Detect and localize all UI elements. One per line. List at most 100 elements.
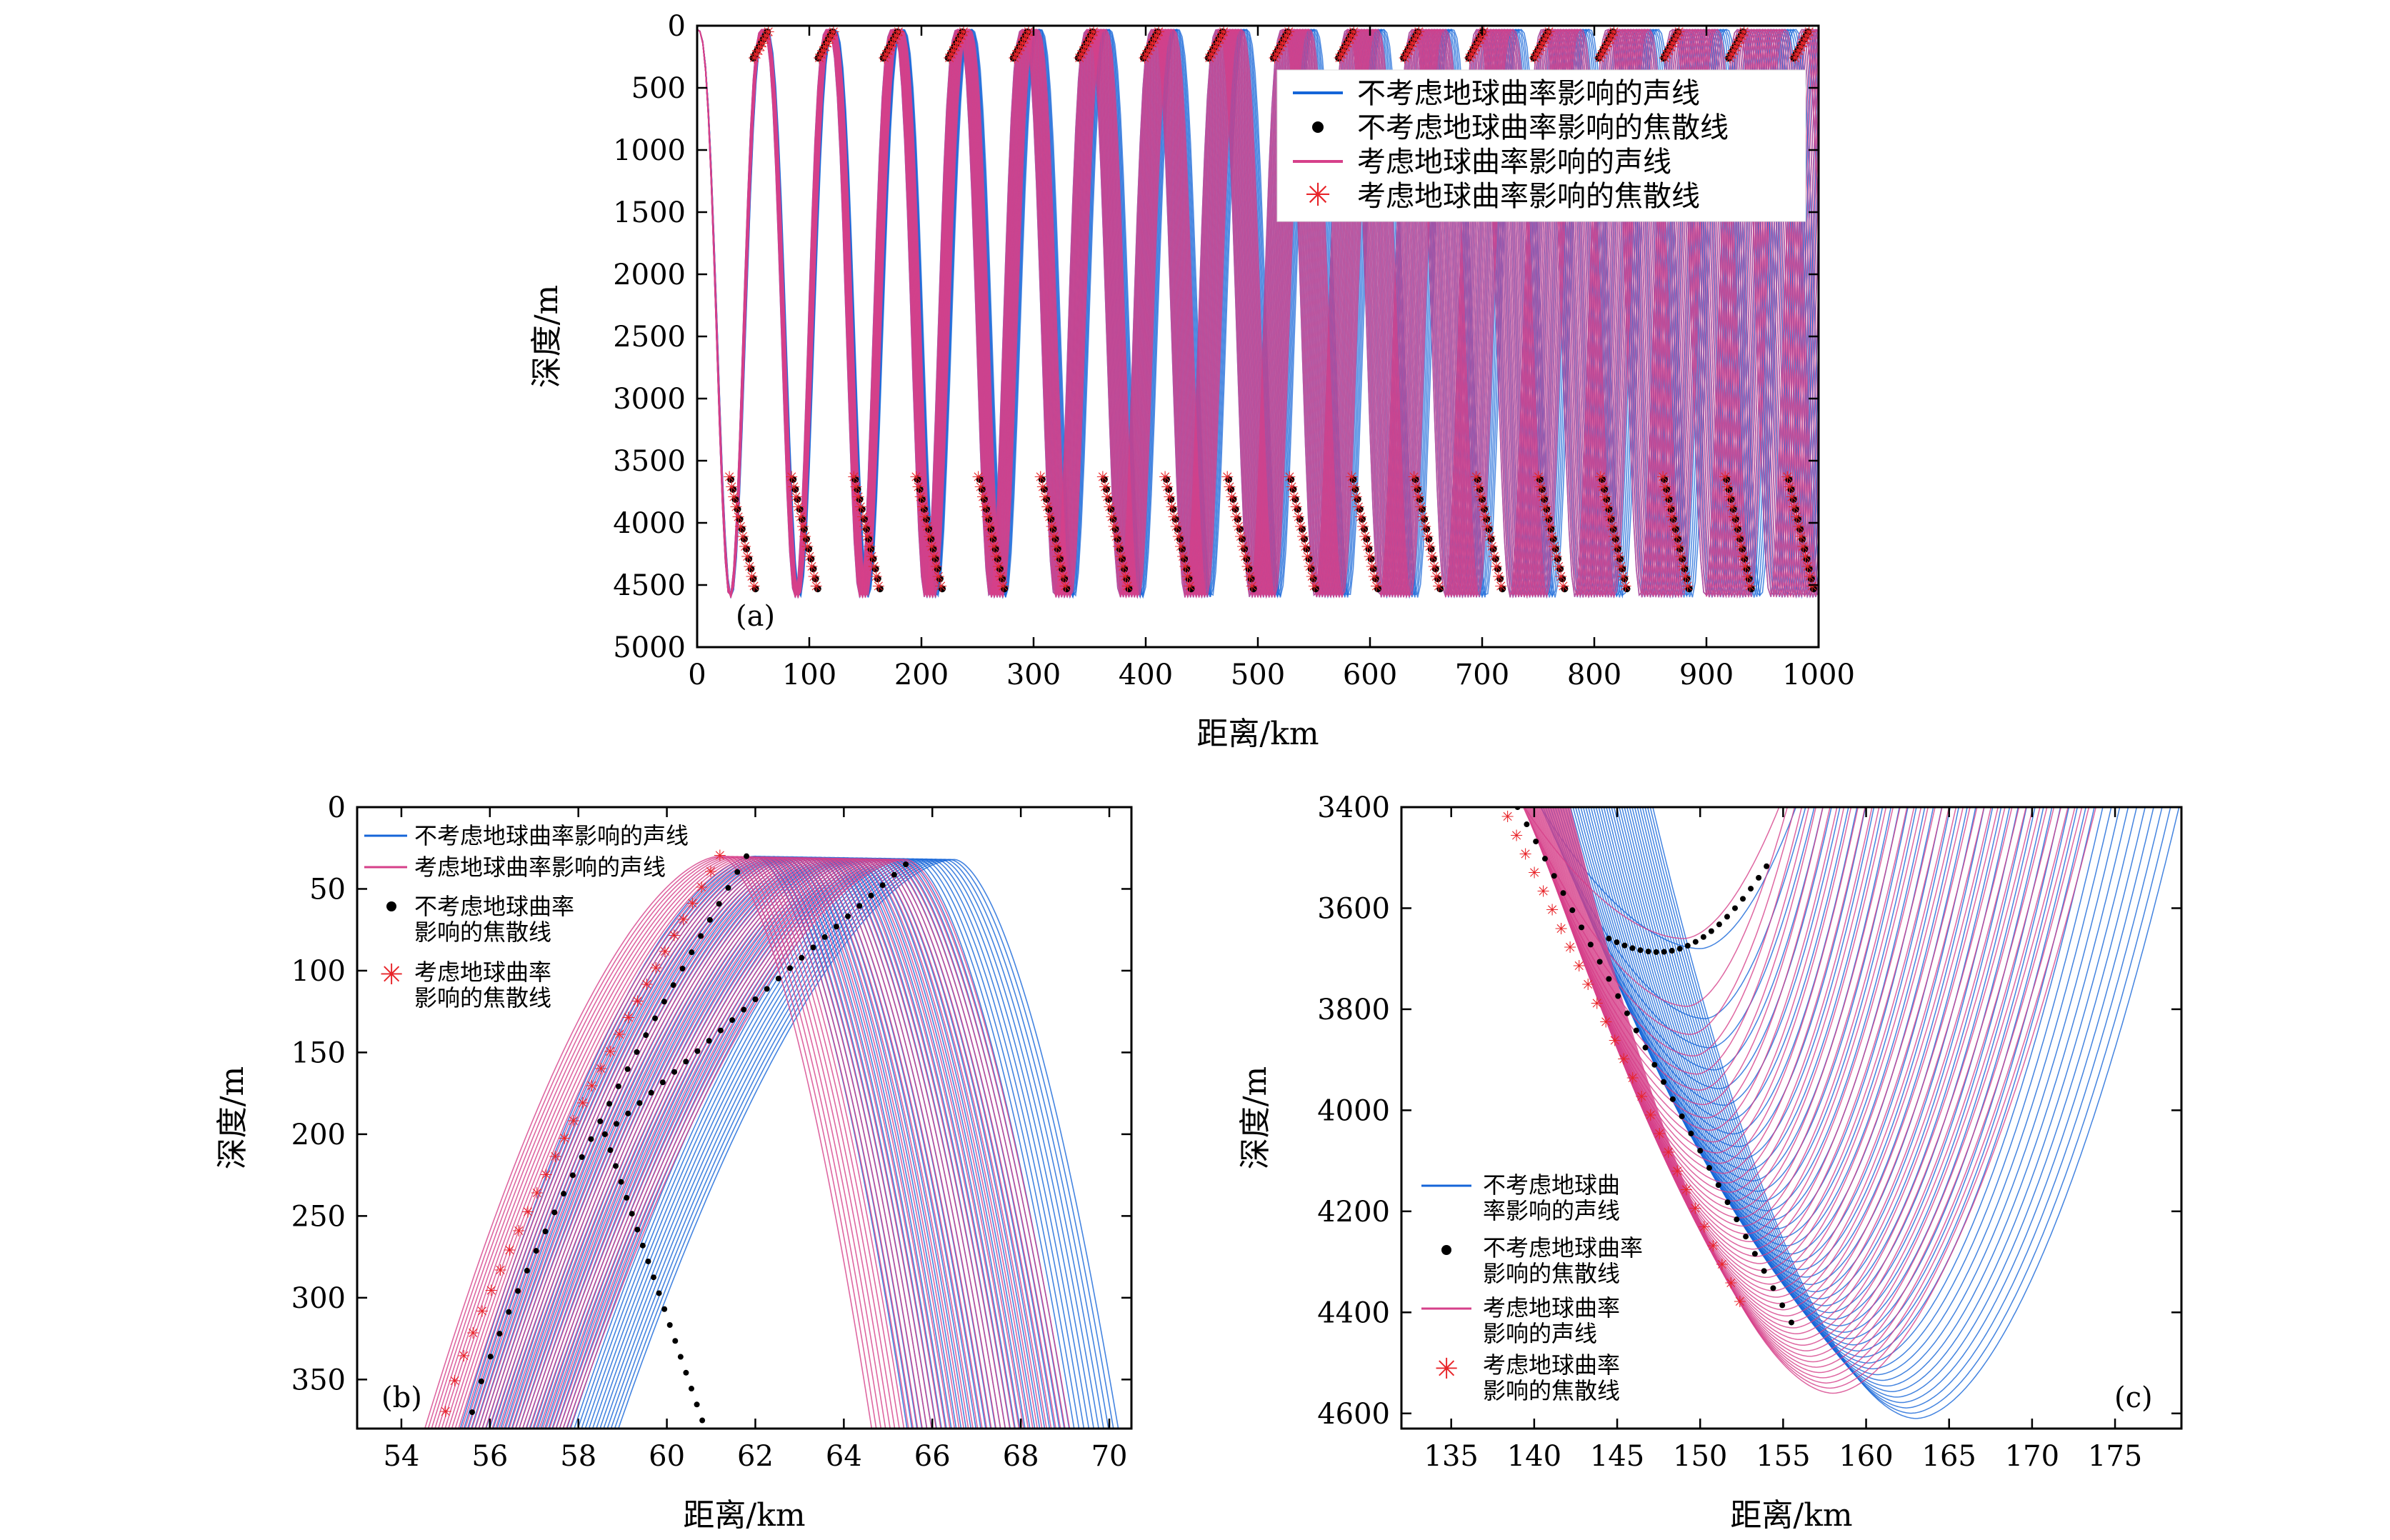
caustic-a-black	[1291, 495, 1299, 503]
caustic-c-black	[1645, 949, 1651, 955]
caustic-b-black	[601, 1131, 608, 1137]
ray-c-pink	[1541, 807, 1922, 1243]
axis-a-ytick-label: 1000	[613, 134, 686, 167]
caustic-a-red: ✳	[1280, 28, 1293, 46]
caustic-a-black	[747, 565, 755, 573]
caustic-a-red: ✳	[1671, 28, 1684, 46]
caustic-a-black	[1287, 476, 1295, 484]
caustic-a-black	[740, 535, 748, 543]
caustic-a-red: ✳	[1731, 35, 1744, 53]
caustic-a-red: ✳	[882, 43, 895, 61]
caustic-a-red: ✳	[1283, 469, 1296, 487]
caustic-a-red: ✳	[1081, 35, 1094, 53]
caustic-b-black	[618, 1179, 624, 1185]
panel-c-legend: 不考虑地球曲 率影响的声线 不考虑地球曲率 影响的焦散线 考虑地球曲率 影响的声…	[1421, 1171, 1643, 1404]
legend-a-item-4: 考虑地球曲率影响的焦散线	[1357, 180, 1700, 213]
caustic-a-black	[1741, 555, 1749, 563]
ray-b-blue	[559, 857, 1041, 1429]
panel-b-label: (b)	[381, 1381, 422, 1414]
caustic-a-black	[1119, 555, 1126, 563]
caustic-a-black	[1227, 486, 1235, 494]
ray-c-blue	[1649, 807, 2171, 1414]
caustic-a-red: ✳	[1729, 39, 1742, 57]
caustic-c-black	[1661, 1079, 1667, 1085]
caustic-a-black	[939, 585, 946, 593]
caustic-b-black	[689, 1386, 695, 1392]
caustic-a-red: ✳	[1144, 39, 1157, 57]
caustic-a-red: ✳	[1345, 469, 1358, 487]
caustic-a-red: ✳	[1723, 489, 1736, 506]
caustic-a-red: ✳	[1347, 479, 1360, 497]
caustic-a-red: ✳	[1294, 519, 1307, 536]
ray-b-pink	[535, 858, 1024, 1429]
caustic-a-red: ✳	[1012, 43, 1025, 61]
caustic-a-black	[1556, 565, 1564, 573]
caustic-b-black	[810, 944, 816, 951]
caustic-c-black	[1651, 1061, 1658, 1068]
caustic-a-black	[1411, 476, 1419, 484]
caustic-a-black	[1356, 505, 1364, 513]
caustic-a-red: ✳	[813, 50, 826, 68]
ray-c-blue	[1572, 807, 1917, 1211]
caustic-b-black	[666, 1322, 673, 1328]
caustic-b-black	[752, 996, 759, 1003]
caustic-a-red: ✳	[1799, 31, 1811, 49]
caustic-a-black	[1187, 585, 1195, 593]
caustic-a-red: ✳	[1016, 35, 1029, 53]
caustic-a-black	[1303, 545, 1311, 553]
caustic-a-black	[934, 565, 941, 573]
caustic-a-black	[1089, 28, 1096, 36]
axis-a-xtick-label: 800	[1567, 659, 1621, 691]
caustic-a-red: ✳	[799, 529, 811, 546]
caustic-a-red: ✳	[723, 469, 736, 487]
caustic-a-black	[1538, 486, 1546, 494]
caustic-a-black	[959, 28, 966, 36]
caustic-c-black	[1715, 1182, 1721, 1189]
caustic-a-red: ✳	[1661, 46, 1674, 64]
caustic-a-red: ✳	[1150, 28, 1163, 46]
caustic-b-black	[533, 1248, 539, 1254]
caustic-b-black	[639, 1242, 646, 1249]
caustic-a-red: ✳	[1022, 24, 1035, 42]
caustic-c-black	[1551, 873, 1557, 879]
axis-b-xtick-label: 70	[1091, 1440, 1128, 1473]
ray-b-pink	[424, 855, 873, 1429]
panel-a-legend-box	[1276, 69, 1806, 222]
caustic-a-black	[860, 515, 868, 523]
caustic-a-red: ✳	[1672, 539, 1685, 556]
caustic-a-red: ✳	[1041, 499, 1054, 516]
caustic-b-red: ✳	[439, 1404, 452, 1421]
caustic-a-red: ✳	[856, 509, 869, 526]
caustic-a-red: ✳	[1352, 499, 1365, 516]
caustic-a-red: ✳	[1548, 539, 1561, 556]
caustic-c-black	[1524, 821, 1530, 828]
caustic-a-black	[856, 495, 864, 503]
caustic-a-red: ✳	[932, 569, 945, 586]
caustic-a-red: ✳	[1674, 549, 1687, 566]
caustic-c-black	[1716, 921, 1722, 928]
caustic-a-red: ✳	[1543, 519, 1556, 536]
caustic-a-red: ✳	[801, 539, 814, 556]
ray-c-pink	[1568, 807, 2090, 1389]
caustic-a-black	[1231, 505, 1239, 513]
ray-c-pink	[1544, 807, 1936, 1257]
caustic-c-black	[1633, 1027, 1639, 1034]
caustic-a-black	[1043, 495, 1051, 503]
caustic-a-red: ✳	[1110, 529, 1123, 546]
caustic-b-black	[879, 882, 886, 889]
caustic-b-black	[787, 965, 794, 971]
caustic-a-red: ✳	[1272, 43, 1285, 61]
caustic-a-black	[1423, 525, 1431, 533]
axis-b-xtick-label: 66	[914, 1440, 951, 1473]
legend-b-item-1: 不考虑地球曲率影响的声线	[414, 822, 689, 849]
caustic-a-black	[1609, 28, 1617, 36]
caustic-b-red: ✳	[631, 993, 644, 1011]
caustic-a-black	[1789, 495, 1797, 503]
caustic-a-black	[1349, 476, 1357, 484]
ray-c-blue	[1636, 807, 2129, 1387]
panel-b-frame	[356, 806, 1133, 1430]
caustic-a-red: ✳	[1679, 569, 1691, 586]
caustic-b-red: ✳	[704, 864, 717, 881]
caustic-a-red: ✳	[854, 499, 867, 516]
axis-b-ytick-label: 150	[291, 1036, 346, 1069]
